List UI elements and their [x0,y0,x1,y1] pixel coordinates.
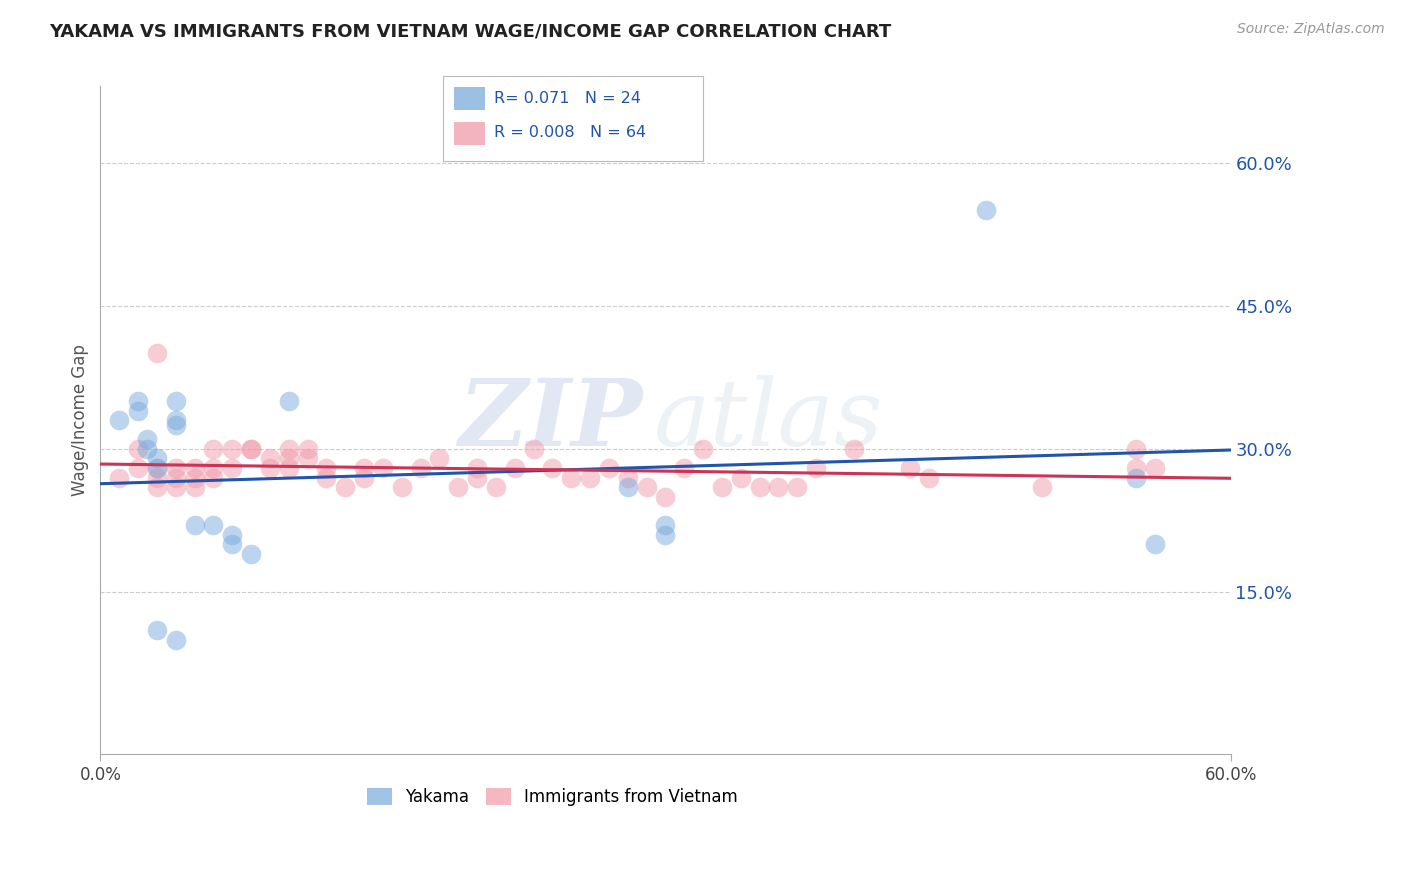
Point [617,480,640,494]
Point [409,461,432,475]
Point [1125,470,1147,484]
Point [447,480,470,494]
Y-axis label: Wage/Income Gap: Wage/Income Gap [72,344,89,496]
Point [146,346,169,360]
Point [183,518,205,533]
Point [1125,461,1147,475]
Point [202,470,225,484]
Point [541,461,564,475]
Point [692,442,714,456]
Text: atlas: atlas [654,376,883,466]
Point [165,394,187,409]
Point [730,470,752,484]
Point [804,461,827,475]
Point [202,518,225,533]
Text: R = 0.008   N = 64: R = 0.008 N = 64 [494,126,645,140]
Point [146,470,169,484]
Point [636,480,658,494]
Point [353,461,375,475]
Point [183,461,205,475]
Point [108,413,131,427]
Point [371,461,394,475]
Point [165,418,187,433]
Point [297,451,319,466]
Point [353,470,375,484]
Point [202,461,225,475]
Point [165,480,187,494]
Point [136,433,159,447]
Point [183,480,205,494]
Point [259,461,281,475]
Point [748,480,770,494]
Point [429,451,451,466]
Point [1125,442,1147,456]
Point [165,413,187,427]
Point [277,442,299,456]
Point [165,632,187,647]
Point [898,461,921,475]
Point [240,547,263,561]
Text: Source: ZipAtlas.com: Source: ZipAtlas.com [1237,22,1385,37]
Point [146,480,169,494]
Point [240,442,263,456]
Point [259,451,281,466]
Point [654,528,676,542]
Point [465,461,488,475]
Point [1144,461,1167,475]
Point [335,480,357,494]
Point [277,394,299,409]
Point [654,518,676,533]
Point [485,480,508,494]
Point [315,461,337,475]
Point [918,470,941,484]
Point [165,470,187,484]
Point [183,470,205,484]
Point [654,490,676,504]
Point [136,442,159,456]
Point [127,442,149,456]
Point [579,470,602,484]
Legend: Yakama, Immigrants from Vietnam: Yakama, Immigrants from Vietnam [360,781,745,813]
Point [598,461,620,475]
Point [465,470,488,484]
Point [127,461,149,475]
Point [560,470,582,484]
Point [108,470,131,484]
Point [315,470,337,484]
Point [297,442,319,456]
Text: ZIP: ZIP [458,376,643,466]
Point [146,461,169,475]
Point [768,480,790,494]
Point [391,480,413,494]
Point [240,442,263,456]
Point [127,403,149,417]
Point [1144,537,1167,551]
Point [146,461,169,475]
Point [146,623,169,637]
Point [786,480,808,494]
Point [277,461,299,475]
Point [165,461,187,475]
Point [842,442,865,456]
Point [503,461,526,475]
Point [617,470,640,484]
Point [202,442,225,456]
Point [711,480,734,494]
Point [221,528,243,542]
Point [1031,480,1053,494]
Point [221,442,243,456]
Point [277,451,299,466]
Point [974,203,997,218]
Point [221,461,243,475]
Text: R= 0.071   N = 24: R= 0.071 N = 24 [494,91,641,105]
Text: YAKAMA VS IMMIGRANTS FROM VIETNAM WAGE/INCOME GAP CORRELATION CHART: YAKAMA VS IMMIGRANTS FROM VIETNAM WAGE/I… [49,22,891,40]
Point [127,394,149,409]
Point [523,442,546,456]
Point [146,451,169,466]
Point [673,461,696,475]
Point [221,537,243,551]
